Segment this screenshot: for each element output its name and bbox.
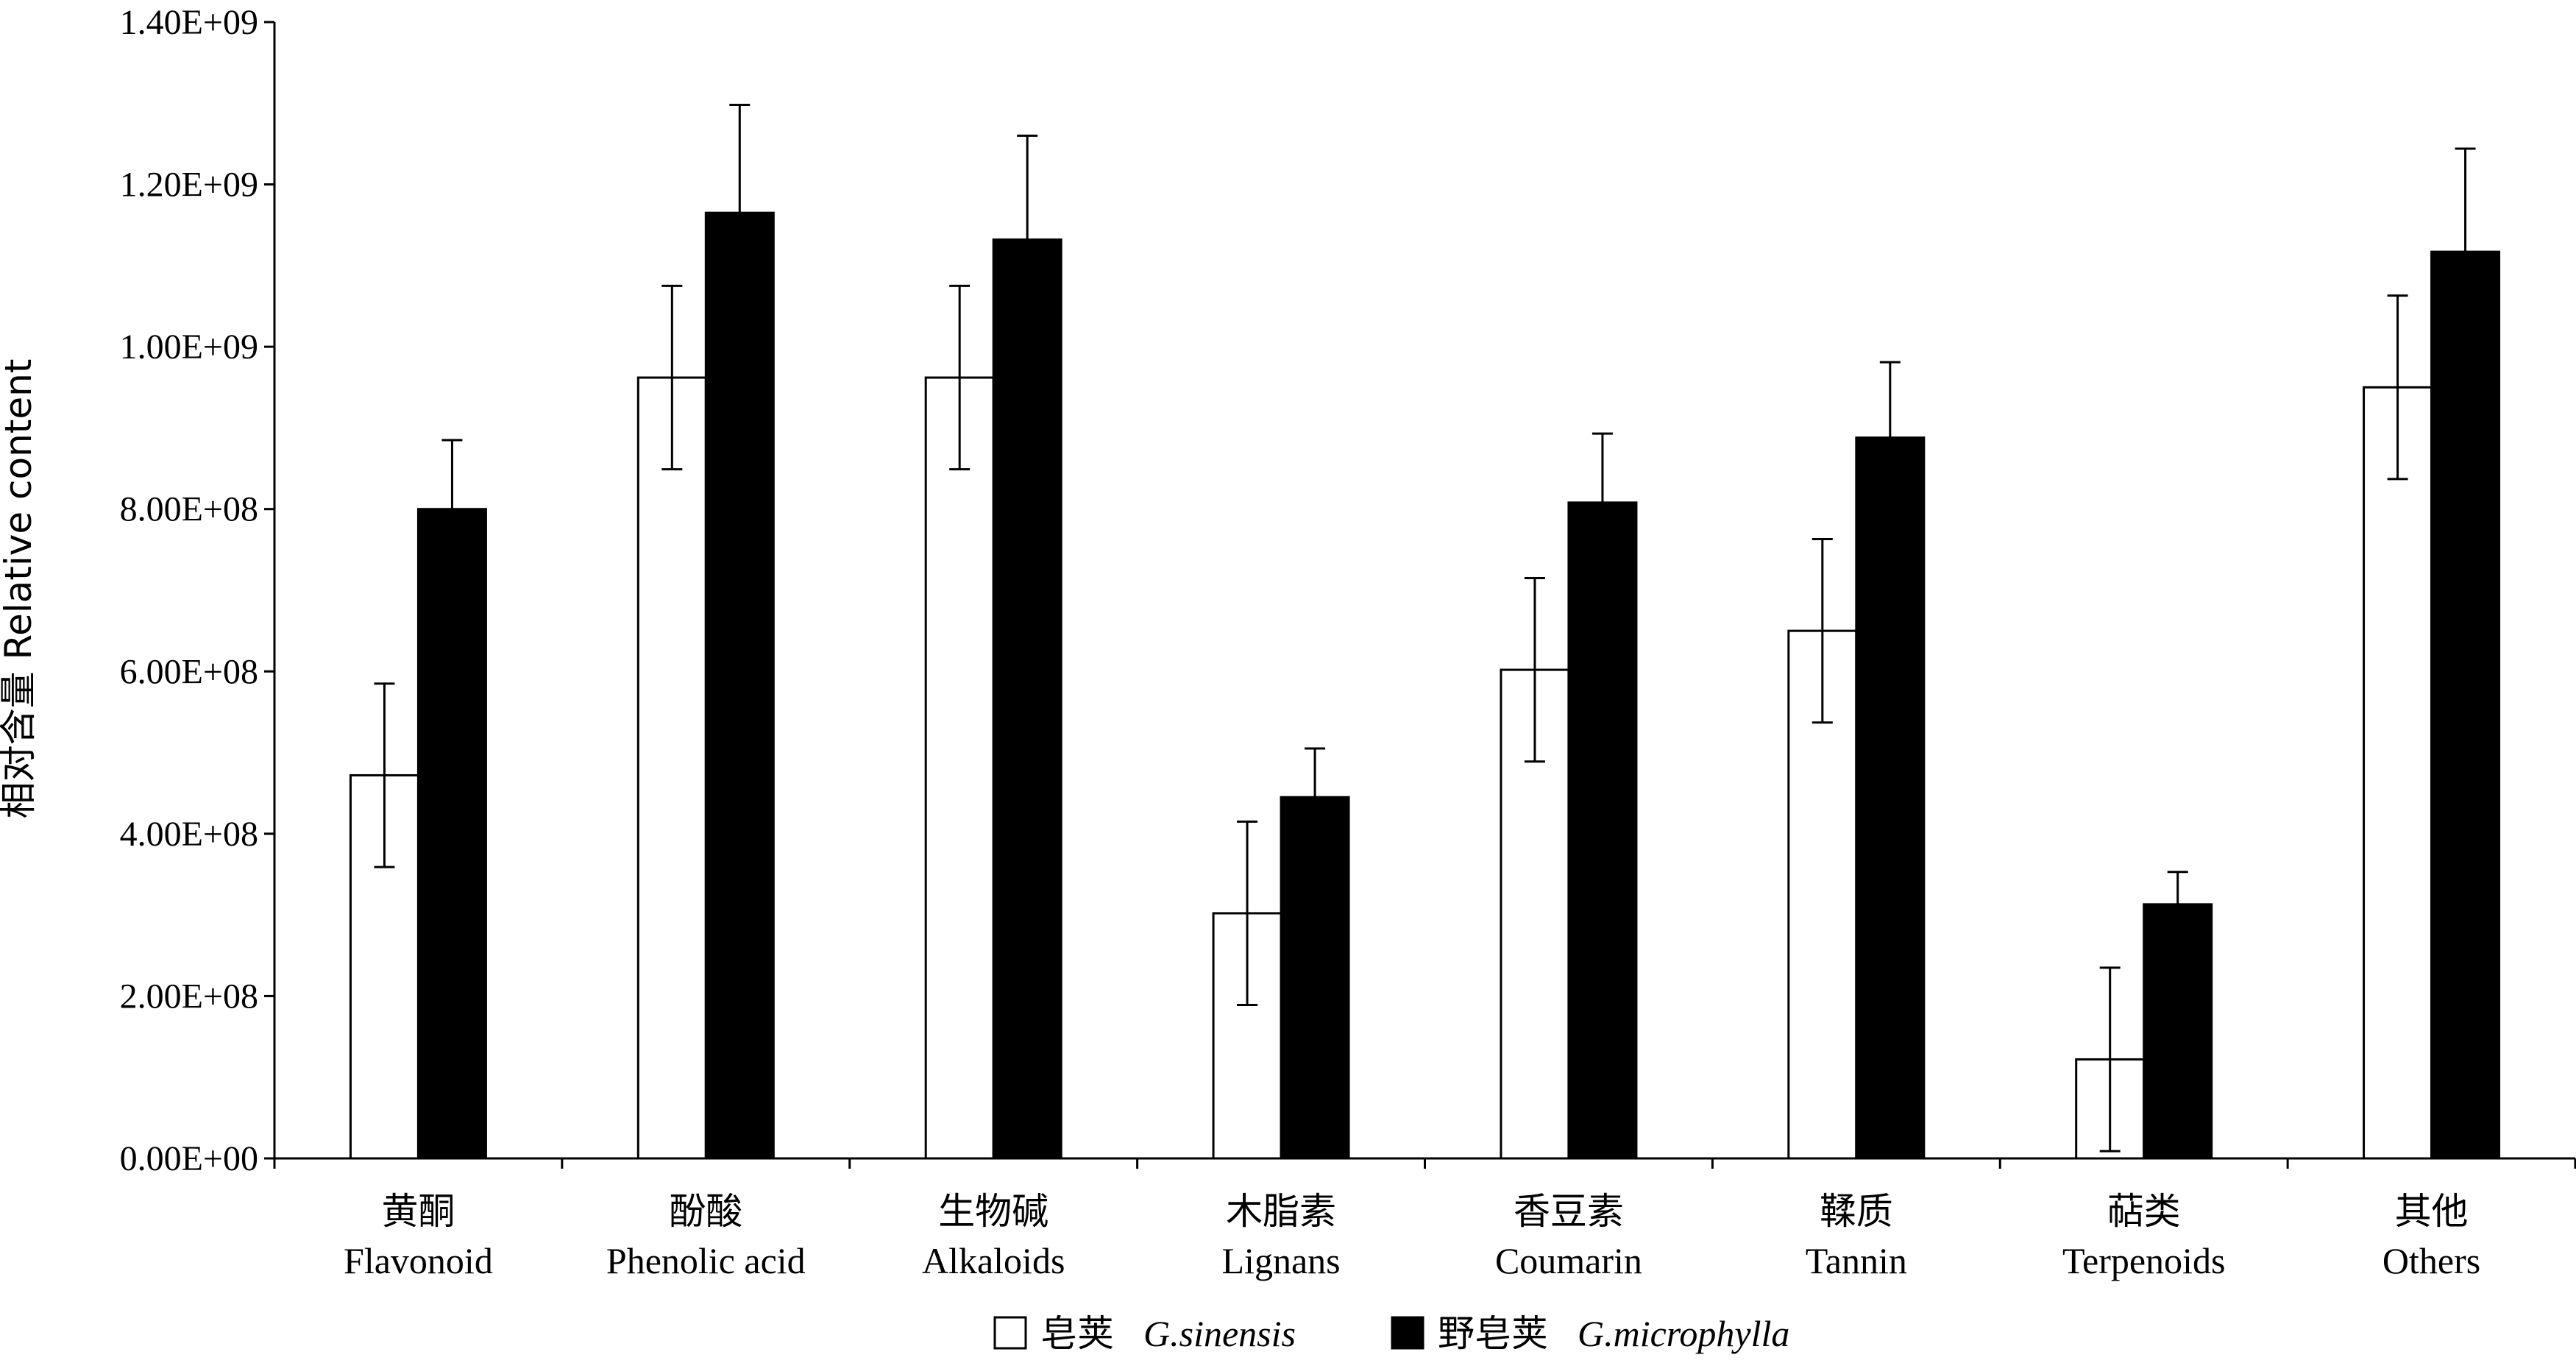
bar-g-microphylla [1567, 501, 1638, 1160]
bar-g-microphylla [992, 238, 1062, 1160]
y-tick-label: 0.00E+00 [120, 1139, 258, 1178]
category-label-en: Coumarin [1495, 1240, 1642, 1281]
y-tick-label: 4.00E+08 [120, 815, 258, 854]
y-axis: 0.00E+00 2.00E+08 4.00E+08 6.00E+08 8.00E+08… [120, 3, 276, 1178]
bar-g-microphylla [2143, 903, 2213, 1160]
y-tick-label: 1.00E+09 [120, 328, 258, 367]
legend-label-latin: G.sinensis [1143, 1313, 1296, 1354]
legend: 皂荚 G.sinensis 野皂荚 G.microphylla [993, 1312, 1789, 1355]
category-label-en: Terpenoids [2062, 1240, 2225, 1281]
y-tick-label: 6.00E+08 [120, 652, 258, 691]
category-label-cn: 黄酮 [381, 1190, 455, 1233]
category-label-cn: 鞣质 [1820, 1190, 1893, 1233]
category-label-cn: 酚酸 [669, 1190, 742, 1233]
bar-g-microphylla [704, 211, 775, 1160]
category-labels: 黄酮 Flavonoid 酚酸 Phenolic acid 生物碱 Alkaloids 木脂… [344, 1190, 2480, 1281]
legend-label-cn: 野皂荚 [1438, 1312, 1548, 1355]
legend-swatch [1391, 1316, 1424, 1350]
y-axis-label: 相对含量 Relative content [0, 359, 40, 819]
bar-g-microphylla [1280, 796, 1350, 1160]
bar-g-microphylla [2430, 250, 2501, 1160]
y-tick-label: 2.00E+08 [120, 977, 258, 1016]
error-bars [374, 103, 2476, 1153]
bar-g-sinensis [636, 376, 707, 1160]
category-label-cn: 其他 [2395, 1190, 2469, 1233]
category-label-en: Tannin [1806, 1240, 1907, 1281]
y-tick-label: 1.40E+09 [120, 3, 258, 42]
y-tick-label: 1.20E+09 [120, 166, 258, 205]
category-label-en: Others [2382, 1240, 2480, 1281]
legend-label-latin: G.microphylla [1578, 1313, 1789, 1354]
category-label-en: Phenolic acid [606, 1240, 806, 1281]
category-label-cn: 木脂素 [1226, 1190, 1336, 1233]
category-label-en: Flavonoid [344, 1240, 493, 1281]
category-label-cn: 萜类 [2107, 1190, 2181, 1233]
legend-label-cn: 皂荚 [1040, 1312, 1114, 1355]
bar-g-sinensis [924, 376, 995, 1160]
category-label-cn: 香豆素 [1514, 1190, 1624, 1233]
bar-g-sinensis [2363, 386, 2433, 1160]
y-tick-label: 8.00E+08 [120, 490, 258, 529]
bar-g-microphylla [1855, 436, 1926, 1160]
category-label-en: Alkaloids [922, 1240, 1065, 1281]
category-label-cn: 生物碱 [938, 1190, 1049, 1233]
x-axis [273, 1157, 2576, 1169]
category-label-en: Lignans [1222, 1240, 1341, 1281]
bar-g-microphylla [416, 508, 487, 1160]
legend-swatch [993, 1316, 1027, 1350]
